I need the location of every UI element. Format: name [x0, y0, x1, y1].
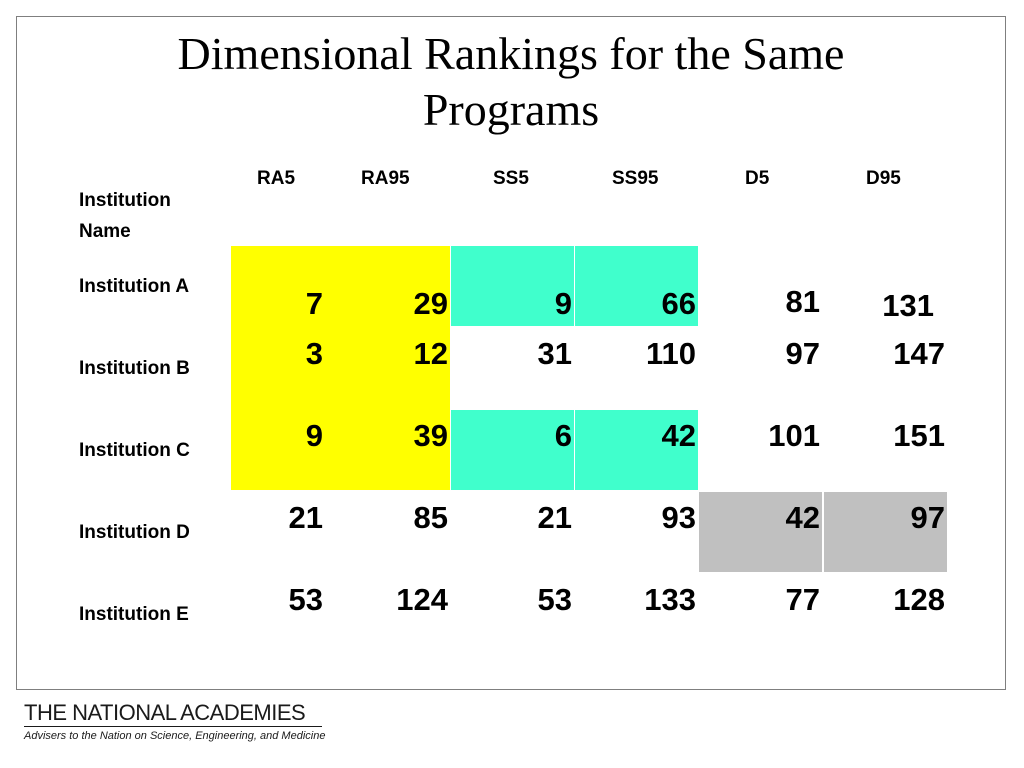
title-line-1: Dimensional Rankings for the Same: [177, 28, 845, 79]
cell-a-d5: 81: [785, 284, 820, 319]
cell-e-d95: 128: [893, 582, 945, 617]
institution-header-line-2: Name: [79, 221, 131, 242]
cell-a-ss5: 9: [554, 286, 572, 321]
footer-divider: [24, 726, 322, 727]
highlight-ss5-a: [451, 246, 574, 326]
column-header-ra5: RA5: [257, 168, 296, 189]
row-label-institution-e: Institution E: [79, 604, 189, 625]
highlight-ra95-a-c: [327, 246, 450, 490]
institution-name-header: Institution Name: [79, 185, 209, 247]
highlight-ss95-c: [575, 410, 698, 490]
cell-a-ra5: 7: [305, 286, 323, 321]
cell-c-ss95: 42: [661, 418, 696, 453]
column-header-ss5: SS5: [493, 168, 529, 189]
cell-b-d95: 147: [893, 336, 945, 371]
cell-d-ss5: 21: [537, 500, 572, 535]
row-label-institution-a: Institution A: [79, 276, 190, 297]
cell-c-ss5: 6: [554, 418, 572, 453]
column-header-ss95: SS95: [612, 168, 659, 189]
highlight-d5-d: [699, 492, 822, 572]
cell-a-ra95: 29: [413, 286, 448, 321]
highlight-d95-d: [824, 492, 947, 572]
cell-d-ra5: 21: [288, 500, 323, 535]
institution-header-line-1: Institution: [79, 190, 171, 211]
cell-a-ss95: 66: [661, 286, 696, 321]
slide-frame: [16, 16, 1006, 690]
cell-c-d5: 101: [768, 418, 820, 453]
national-academies-logo-text: THE NATIONAL ACADEMIES: [24, 700, 306, 725]
cell-b-d5: 97: [785, 336, 820, 371]
highlight-ss5-c: [451, 410, 574, 490]
column-header-d5: D5: [745, 168, 770, 189]
row-label-institution-b: Institution B: [79, 358, 190, 379]
cell-c-ra5: 9: [305, 418, 323, 453]
row-label-institution-c: Institution C: [79, 440, 190, 461]
cell-e-ra95: 124: [396, 582, 448, 617]
cell-c-d95: 151: [893, 418, 945, 453]
footer-tagline: Advisers to the Nation on Science, Engin…: [24, 730, 326, 742]
cell-b-ss95: 110: [645, 336, 696, 371]
cell-d-ra95: 85: [413, 500, 448, 535]
row-label-institution-d: Institution D: [79, 522, 190, 543]
cell-c-ra95: 39: [413, 418, 448, 453]
highlight-ss95-a: [575, 246, 698, 326]
cell-d-d95: 97: [910, 500, 945, 535]
cell-e-ss95: 133: [644, 582, 696, 617]
column-header-ra95: RA95: [361, 168, 410, 189]
column-header-d95: D95: [866, 168, 901, 189]
cell-b-ss5: 31: [537, 336, 572, 371]
cell-a-d95: 131: [882, 288, 934, 323]
cell-e-ss5: 53: [537, 582, 572, 617]
cell-e-d5: 77: [785, 582, 820, 617]
cell-b-ra5: 3: [305, 336, 323, 371]
title-line-2: Programs: [422, 84, 600, 135]
cell-e-ra5: 53: [288, 582, 323, 617]
cell-d-ss95: 93: [661, 500, 696, 535]
cell-b-ra95: 12: [413, 336, 448, 371]
slide-title: Dimensional Rankings for the Same Progra…: [16, 26, 1006, 138]
cell-d-d5: 42: [785, 500, 820, 535]
